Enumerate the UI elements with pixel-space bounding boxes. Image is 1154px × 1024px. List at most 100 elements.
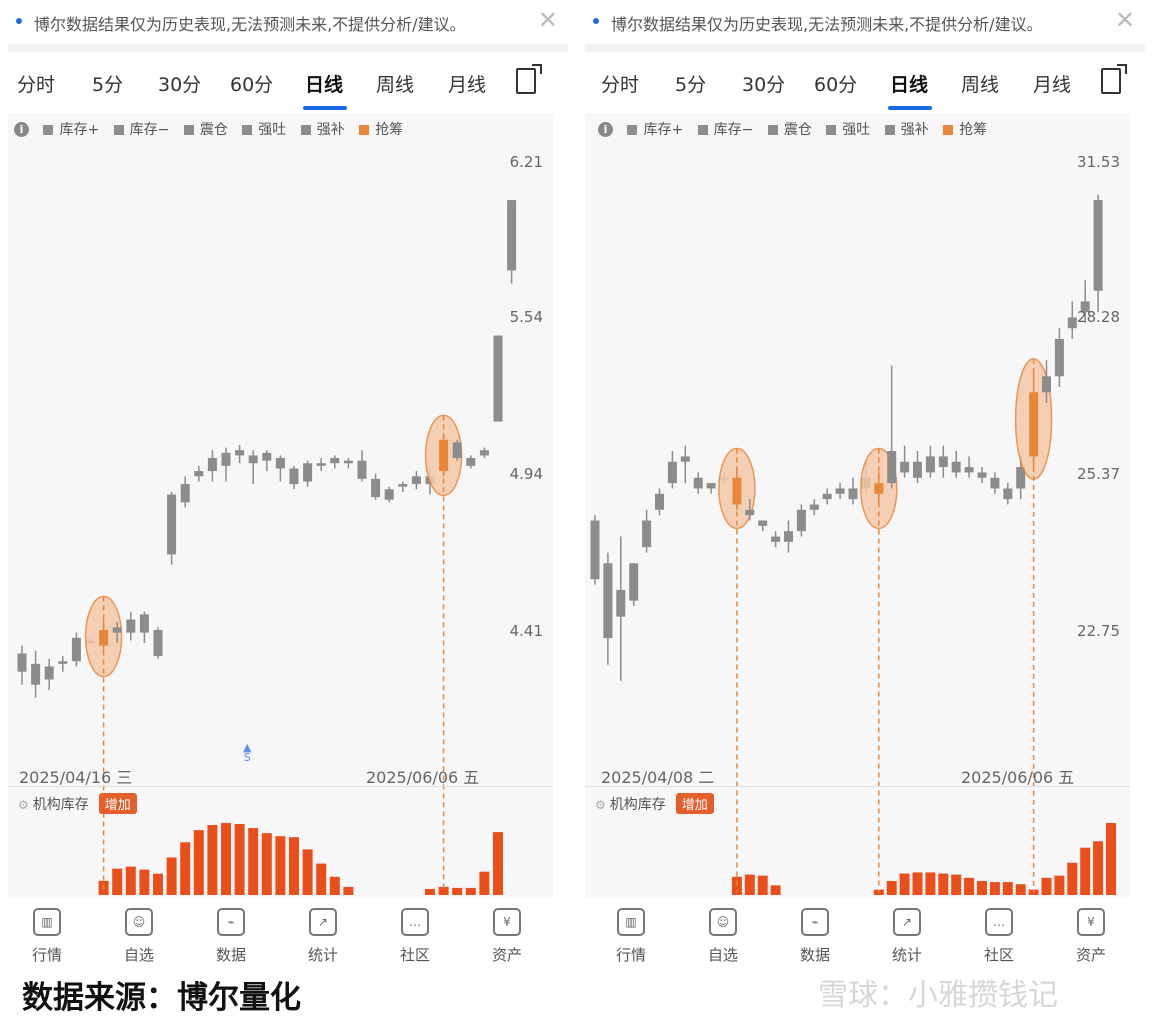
candle-body bbox=[680, 456, 690, 462]
s-signal-marker[interactable]: ▲ S bbox=[243, 741, 252, 764]
inventory-label: ⚙ 机构库存 增加 bbox=[595, 793, 714, 814]
left-panel: 博尔数据结果仅为历史表现,无法预测未来,不提供分析/建议。 ✕ 分时 5分 30… bbox=[8, 0, 576, 965]
line-chart-icon: ↗ bbox=[309, 908, 337, 936]
candle-body bbox=[977, 472, 987, 478]
nav-watchlist[interactable]: ☺ 自选 bbox=[693, 908, 753, 965]
tab-60min[interactable]: 60分 bbox=[230, 74, 274, 96]
tab-30min[interactable]: 30分 bbox=[158, 74, 202, 96]
disclaimer-banner: 博尔数据结果仅为历史表现,无法预测未来,不提供分析/建议。 ✕ bbox=[8, 0, 568, 44]
start-date: 2025/04/08 二 bbox=[601, 768, 715, 787]
candle-body bbox=[1029, 392, 1039, 457]
period-tabs: 分时 5分 30分 60分 日线 周线 月线 bbox=[585, 54, 1145, 112]
user-add-icon: ☺ bbox=[125, 908, 153, 936]
candle-body bbox=[616, 589, 626, 617]
candle-body bbox=[667, 461, 677, 484]
close-icon[interactable]: ✕ bbox=[537, 6, 558, 34]
increase-badge: 增加 bbox=[675, 793, 714, 814]
nav-community[interactable]: … 社区 bbox=[969, 908, 1029, 965]
inventory-bar bbox=[425, 888, 435, 895]
legend-item[interactable]: 震仓 bbox=[767, 119, 812, 139]
candle-body bbox=[411, 476, 421, 485]
nav-market[interactable]: ▥ 行情 bbox=[17, 908, 77, 965]
legend-item-grab[interactable]: 抢筹 bbox=[359, 119, 403, 139]
tab-30min[interactable]: 30分 bbox=[742, 74, 786, 96]
legend-item[interactable]: 强补 bbox=[300, 119, 345, 139]
close-icon[interactable]: ✕ bbox=[1114, 6, 1135, 34]
tab-5min[interactable]: 5分 bbox=[92, 74, 124, 96]
bullet-dot-icon bbox=[16, 18, 22, 24]
legend-item[interactable]: 强补 bbox=[884, 119, 929, 139]
fullscreen-icon[interactable] bbox=[516, 64, 542, 94]
candle-body bbox=[887, 451, 897, 484]
legend-item[interactable]: 库存+ bbox=[627, 119, 683, 139]
candle-body bbox=[913, 461, 922, 478]
nav-assets[interactable]: ¥ 资产 bbox=[477, 908, 537, 965]
tab-60min[interactable]: 60分 bbox=[814, 74, 858, 96]
inventory-bar bbox=[873, 889, 884, 895]
inventory-bar bbox=[757, 875, 768, 895]
candle-body bbox=[466, 458, 476, 466]
nav-data[interactable]: ⌁ 数据 bbox=[785, 908, 845, 965]
info-icon[interactable]: i bbox=[14, 121, 29, 137]
nav-stats[interactable]: ↗ 统计 bbox=[293, 908, 353, 965]
legend-item[interactable]: 震仓 bbox=[183, 119, 228, 139]
tab-fenshi[interactable]: 分时 bbox=[17, 74, 56, 96]
candle-body bbox=[507, 200, 517, 271]
candle-body bbox=[99, 630, 109, 646]
nav-market[interactable]: ▥ 行情 bbox=[601, 908, 661, 965]
tab-monthly[interactable]: 月线 bbox=[1033, 74, 1072, 96]
fullscreen-icon[interactable] bbox=[1101, 64, 1127, 94]
inventory-bar bbox=[912, 872, 923, 895]
legend-item[interactable]: 强吐 bbox=[826, 119, 870, 139]
tab-fenshi[interactable]: 分时 bbox=[601, 74, 640, 96]
tab-weekly[interactable]: 周线 bbox=[961, 74, 1000, 96]
inventory-bar bbox=[938, 873, 949, 895]
nav-watchlist[interactable]: ☺ 自选 bbox=[109, 908, 169, 965]
legend-item[interactable]: 库存− bbox=[697, 119, 753, 139]
tab-monthly[interactable]: 月线 bbox=[448, 74, 487, 96]
yen-shield-icon: ¥ bbox=[493, 908, 521, 936]
inventory-bar bbox=[289, 837, 299, 895]
legend-item[interactable]: 库存+ bbox=[43, 119, 99, 139]
nav-stats[interactable]: ↗ 统计 bbox=[877, 908, 937, 965]
nav-assets[interactable]: ¥ 资产 bbox=[1061, 908, 1121, 965]
candlestick-plot bbox=[590, 194, 1116, 895]
nav-community[interactable]: … 社区 bbox=[385, 908, 445, 965]
nav-data[interactable]: ⌁ 数据 bbox=[201, 908, 261, 965]
tab-5min[interactable]: 5分 bbox=[675, 74, 707, 96]
kline-chart[interactable]: i 库存+ 库存− 震仓 强吐 强补 抢筹 31.53 28.28 25.37 … bbox=[585, 113, 1130, 898]
candle-body bbox=[58, 661, 68, 664]
candle-body bbox=[758, 520, 768, 526]
inventory-bar bbox=[479, 871, 490, 895]
tab-daily[interactable]: 日线 bbox=[305, 74, 344, 96]
tab-daily[interactable]: 日线 bbox=[890, 74, 929, 96]
legend-item-grab[interactable]: 抢筹 bbox=[943, 119, 987, 139]
inventory-bar bbox=[139, 869, 150, 895]
legend-item[interactable]: 强吐 bbox=[242, 119, 286, 139]
gear-icon: ⚙ bbox=[595, 798, 606, 812]
candle-body bbox=[167, 494, 177, 555]
bar-chart-icon: ▥ bbox=[617, 908, 645, 936]
inventory-bar bbox=[989, 882, 1000, 895]
candle-body bbox=[642, 520, 652, 548]
chart-legend: i 库存+ 库存− 震仓 强吐 强补 抢筹 bbox=[598, 119, 997, 139]
candle-body bbox=[316, 463, 326, 466]
candle-body bbox=[17, 653, 27, 672]
info-icon[interactable]: i bbox=[598, 121, 613, 137]
candle-body bbox=[590, 520, 600, 580]
divider bbox=[8, 786, 553, 787]
inventory-label: ⚙ 机构库存 增加 bbox=[18, 793, 137, 814]
candle-body bbox=[262, 452, 272, 461]
inventory-bar bbox=[731, 876, 742, 895]
period-tabs: 分时 5分 30分 60分 日线 周线 月线 bbox=[8, 54, 568, 112]
tab-weekly[interactable]: 周线 bbox=[376, 74, 415, 96]
price-label: 5.54 bbox=[509, 308, 543, 326]
inventory-bar bbox=[452, 887, 463, 895]
chat-icon: … bbox=[401, 908, 429, 936]
price-label: 28.28 bbox=[1077, 308, 1120, 326]
bottom-nav: ▥ 行情 ☺ 自选 ⌁ 数据 ↗ 统计 … 社区 ¥ 资产 bbox=[585, 898, 1130, 965]
kline-chart[interactable]: i 库存+ 库存− 震仓 强吐 强补 抢筹 6.21 5.54 4.94 4.4… bbox=[8, 113, 553, 898]
separator bbox=[8, 44, 568, 52]
gear-icon: ⚙ bbox=[18, 798, 29, 812]
legend-item[interactable]: 库存− bbox=[113, 119, 169, 139]
